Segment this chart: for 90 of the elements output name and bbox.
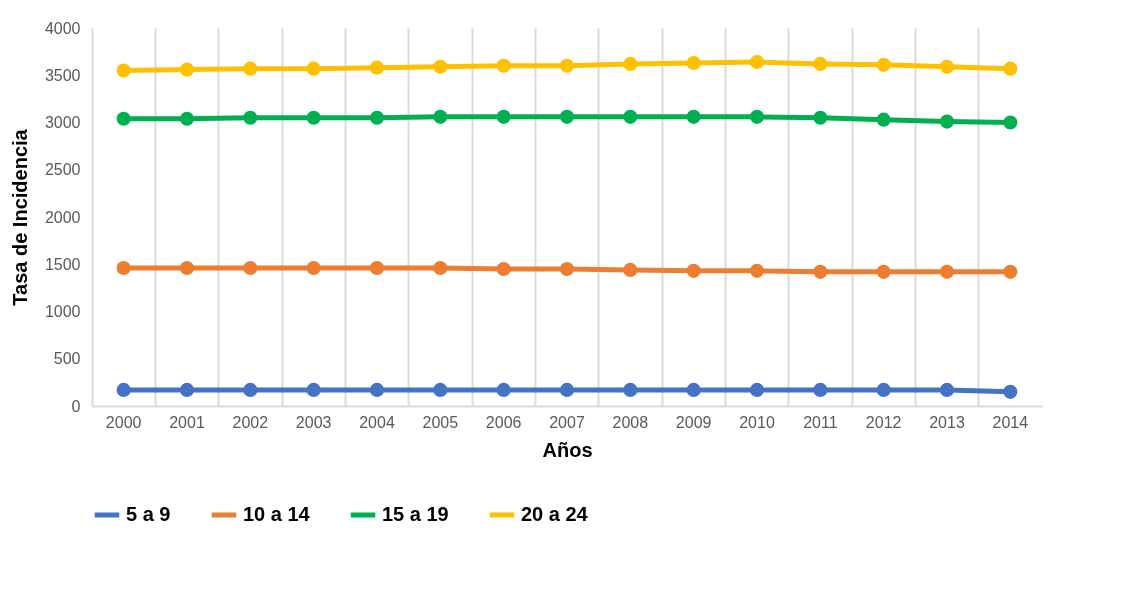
- point: [496, 382, 511, 397]
- point: [813, 56, 828, 71]
- point: [813, 110, 828, 125]
- point: [876, 57, 891, 72]
- point: [623, 56, 638, 71]
- point: [179, 62, 195, 77]
- x-tick-label: 2009: [675, 413, 712, 431]
- point: [559, 58, 575, 73]
- x-tick-label: 2008: [612, 413, 649, 431]
- point: [939, 264, 955, 279]
- x-tick-label: 2004: [359, 413, 395, 431]
- point: [243, 260, 258, 276]
- x-axis-title: Años: [542, 438, 593, 461]
- point: [433, 59, 448, 74]
- point: [243, 382, 258, 397]
- point: [369, 382, 385, 397]
- point: [306, 61, 321, 76]
- x-tick-label: 2007: [549, 413, 585, 431]
- point: [686, 382, 701, 397]
- point: [116, 260, 131, 276]
- point: [813, 264, 828, 279]
- y-tick-label: 4000: [44, 19, 81, 37]
- y-tick-label: 500: [53, 350, 81, 368]
- point: [749, 382, 765, 397]
- point: [939, 59, 955, 74]
- x-tick-label: 2005: [422, 413, 459, 431]
- y-tick-label: 2500: [44, 161, 81, 179]
- point: [559, 261, 575, 277]
- y-axis-title: Tasa de Incidencia: [8, 128, 31, 306]
- point: [243, 61, 258, 76]
- point: [1003, 264, 1018, 279]
- x-tick-label: 2011: [803, 413, 838, 431]
- point: [749, 263, 765, 278]
- point: [559, 382, 575, 397]
- point: [1003, 384, 1018, 399]
- y-tick-label: 1000: [44, 303, 81, 320]
- x-tick-label: 2012: [865, 413, 902, 431]
- point: [939, 382, 955, 397]
- point: [116, 111, 131, 126]
- point: [623, 109, 638, 124]
- point: [813, 382, 828, 397]
- point: [306, 260, 321, 276]
- point: [306, 110, 321, 125]
- point: [1003, 61, 1018, 76]
- point: [369, 110, 385, 125]
- legend-label: 5 a 9: [126, 503, 171, 525]
- point: [369, 260, 385, 276]
- point: [876, 112, 891, 127]
- point: [433, 382, 448, 397]
- point: [939, 114, 955, 129]
- y-tick-label: 3000: [44, 114, 81, 131]
- point: [623, 262, 638, 277]
- point: [433, 260, 448, 276]
- x-tick-label: 2003: [295, 413, 332, 431]
- point: [749, 54, 765, 70]
- x-tick-label: 2013: [929, 413, 965, 431]
- point: [749, 109, 765, 124]
- point: [1003, 115, 1018, 130]
- point: [306, 382, 321, 397]
- point: [243, 110, 258, 125]
- y-tick-label: 3500: [44, 66, 81, 84]
- point: [369, 60, 385, 75]
- y-tick-label: 2000: [44, 208, 81, 226]
- point: [496, 261, 511, 277]
- x-tick-label: 2001: [169, 413, 205, 431]
- point: [179, 382, 195, 397]
- x-tick-label: 2006: [485, 413, 522, 431]
- point: [876, 382, 891, 397]
- point: [686, 55, 701, 71]
- point: [433, 109, 448, 124]
- point: [876, 264, 891, 279]
- x-tick-label: 2010: [739, 413, 775, 431]
- y-tick-label: 1500: [44, 255, 81, 273]
- legend-label: 10 a 14: [243, 503, 311, 525]
- point: [496, 58, 511, 73]
- point: [179, 260, 195, 276]
- x-tick-label: 2000: [105, 413, 142, 431]
- point: [496, 109, 511, 124]
- point: [686, 109, 701, 124]
- point: [116, 382, 131, 397]
- legend-label: 20 a 24: [521, 503, 589, 525]
- x-tick-label: 2002: [232, 413, 269, 431]
- point: [116, 63, 131, 78]
- y-tick-label: 0: [71, 397, 81, 415]
- point: [686, 263, 701, 278]
- point: [179, 111, 195, 126]
- point: [623, 382, 638, 397]
- legend-label: 15 a 19: [382, 503, 449, 525]
- x-tick-label: 2014: [992, 413, 1029, 431]
- point: [559, 109, 575, 124]
